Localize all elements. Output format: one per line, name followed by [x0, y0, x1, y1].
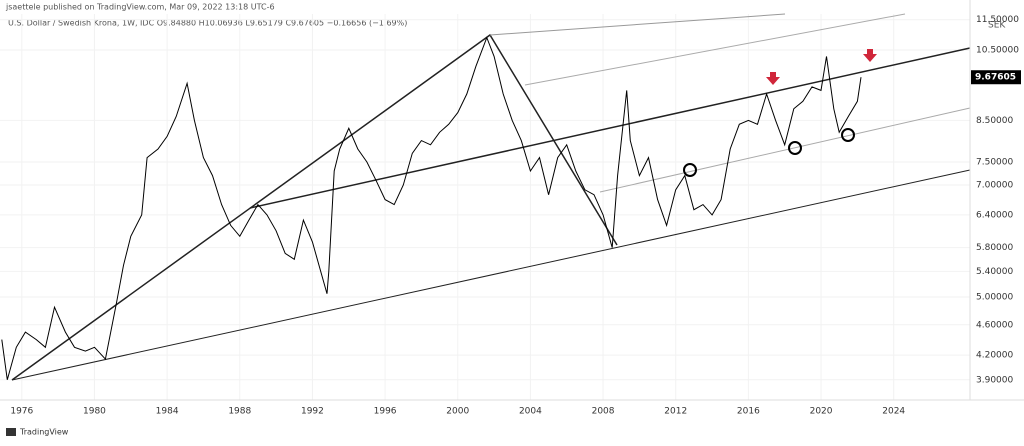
- trend-lines: [11, 33, 618, 381]
- x-tick-label: 2004: [519, 407, 542, 417]
- y-tick-label: 6.40000: [976, 210, 1013, 220]
- last-price-label: 9.67605: [975, 73, 1016, 83]
- x-tick-label: 1996: [374, 407, 397, 417]
- channel-line: [489, 13, 786, 36]
- y-tick-label: 4.20000: [976, 351, 1013, 361]
- x-tick-label: 2024: [882, 407, 905, 417]
- footer: TradingView: [19, 428, 69, 437]
- last-price-box: [971, 70, 1021, 85]
- y-tick-label: 7.00000: [976, 181, 1013, 191]
- arrow-marker: [863, 49, 877, 62]
- drawings: [11, 13, 971, 381]
- logo-icon: [6, 428, 16, 436]
- x-tick-label: 1992: [301, 407, 324, 417]
- circle-marker: [841, 128, 855, 142]
- x-tick-label: 1976: [10, 407, 33, 417]
- x-tick-label: 2008: [592, 407, 615, 417]
- circle-marker: [683, 163, 697, 177]
- x-tick-label: 2016: [737, 407, 760, 417]
- arrow-marker: [766, 72, 780, 85]
- legend: U.S. Dollar / Swedish Krona, 1W, IDC O9.…: [8, 19, 407, 28]
- unit-label: SEK: [988, 21, 1006, 31]
- y-tick-label: 5.40000: [976, 267, 1013, 277]
- circle-marker: [788, 141, 802, 155]
- x-tick-label: 1980: [83, 407, 106, 417]
- footer-logo: TradingView: [6, 428, 69, 437]
- channel-line: [524, 13, 906, 86]
- y-tick-label: 4.60000: [976, 320, 1013, 330]
- trend-line: [249, 47, 971, 209]
- y-tick-label: 5.00000: [976, 293, 1013, 303]
- y-tick-label: 11.50000: [976, 15, 1019, 25]
- publisher: jsaettele published on TradingView.com, …: [5, 3, 275, 12]
- x-tick-label: 1988: [228, 407, 251, 417]
- x-tick-label: 2020: [810, 407, 833, 417]
- x-tick-label: 2000: [446, 407, 469, 417]
- channel-line: [599, 107, 971, 193]
- price-line: [1, 36, 862, 380]
- x-tick-label: 1984: [156, 407, 179, 417]
- y-tick-label: 3.90000: [976, 375, 1013, 385]
- y-tick-label: 7.50000: [976, 158, 1013, 168]
- channel-line: [11, 169, 971, 381]
- x-tick-label: 2012: [664, 407, 687, 417]
- y-tick-label: 8.50000: [976, 116, 1013, 126]
- y-tick-label: 10.50000: [976, 46, 1019, 56]
- y-tick-label: 5.80000: [976, 243, 1013, 253]
- grid: [0, 14, 970, 400]
